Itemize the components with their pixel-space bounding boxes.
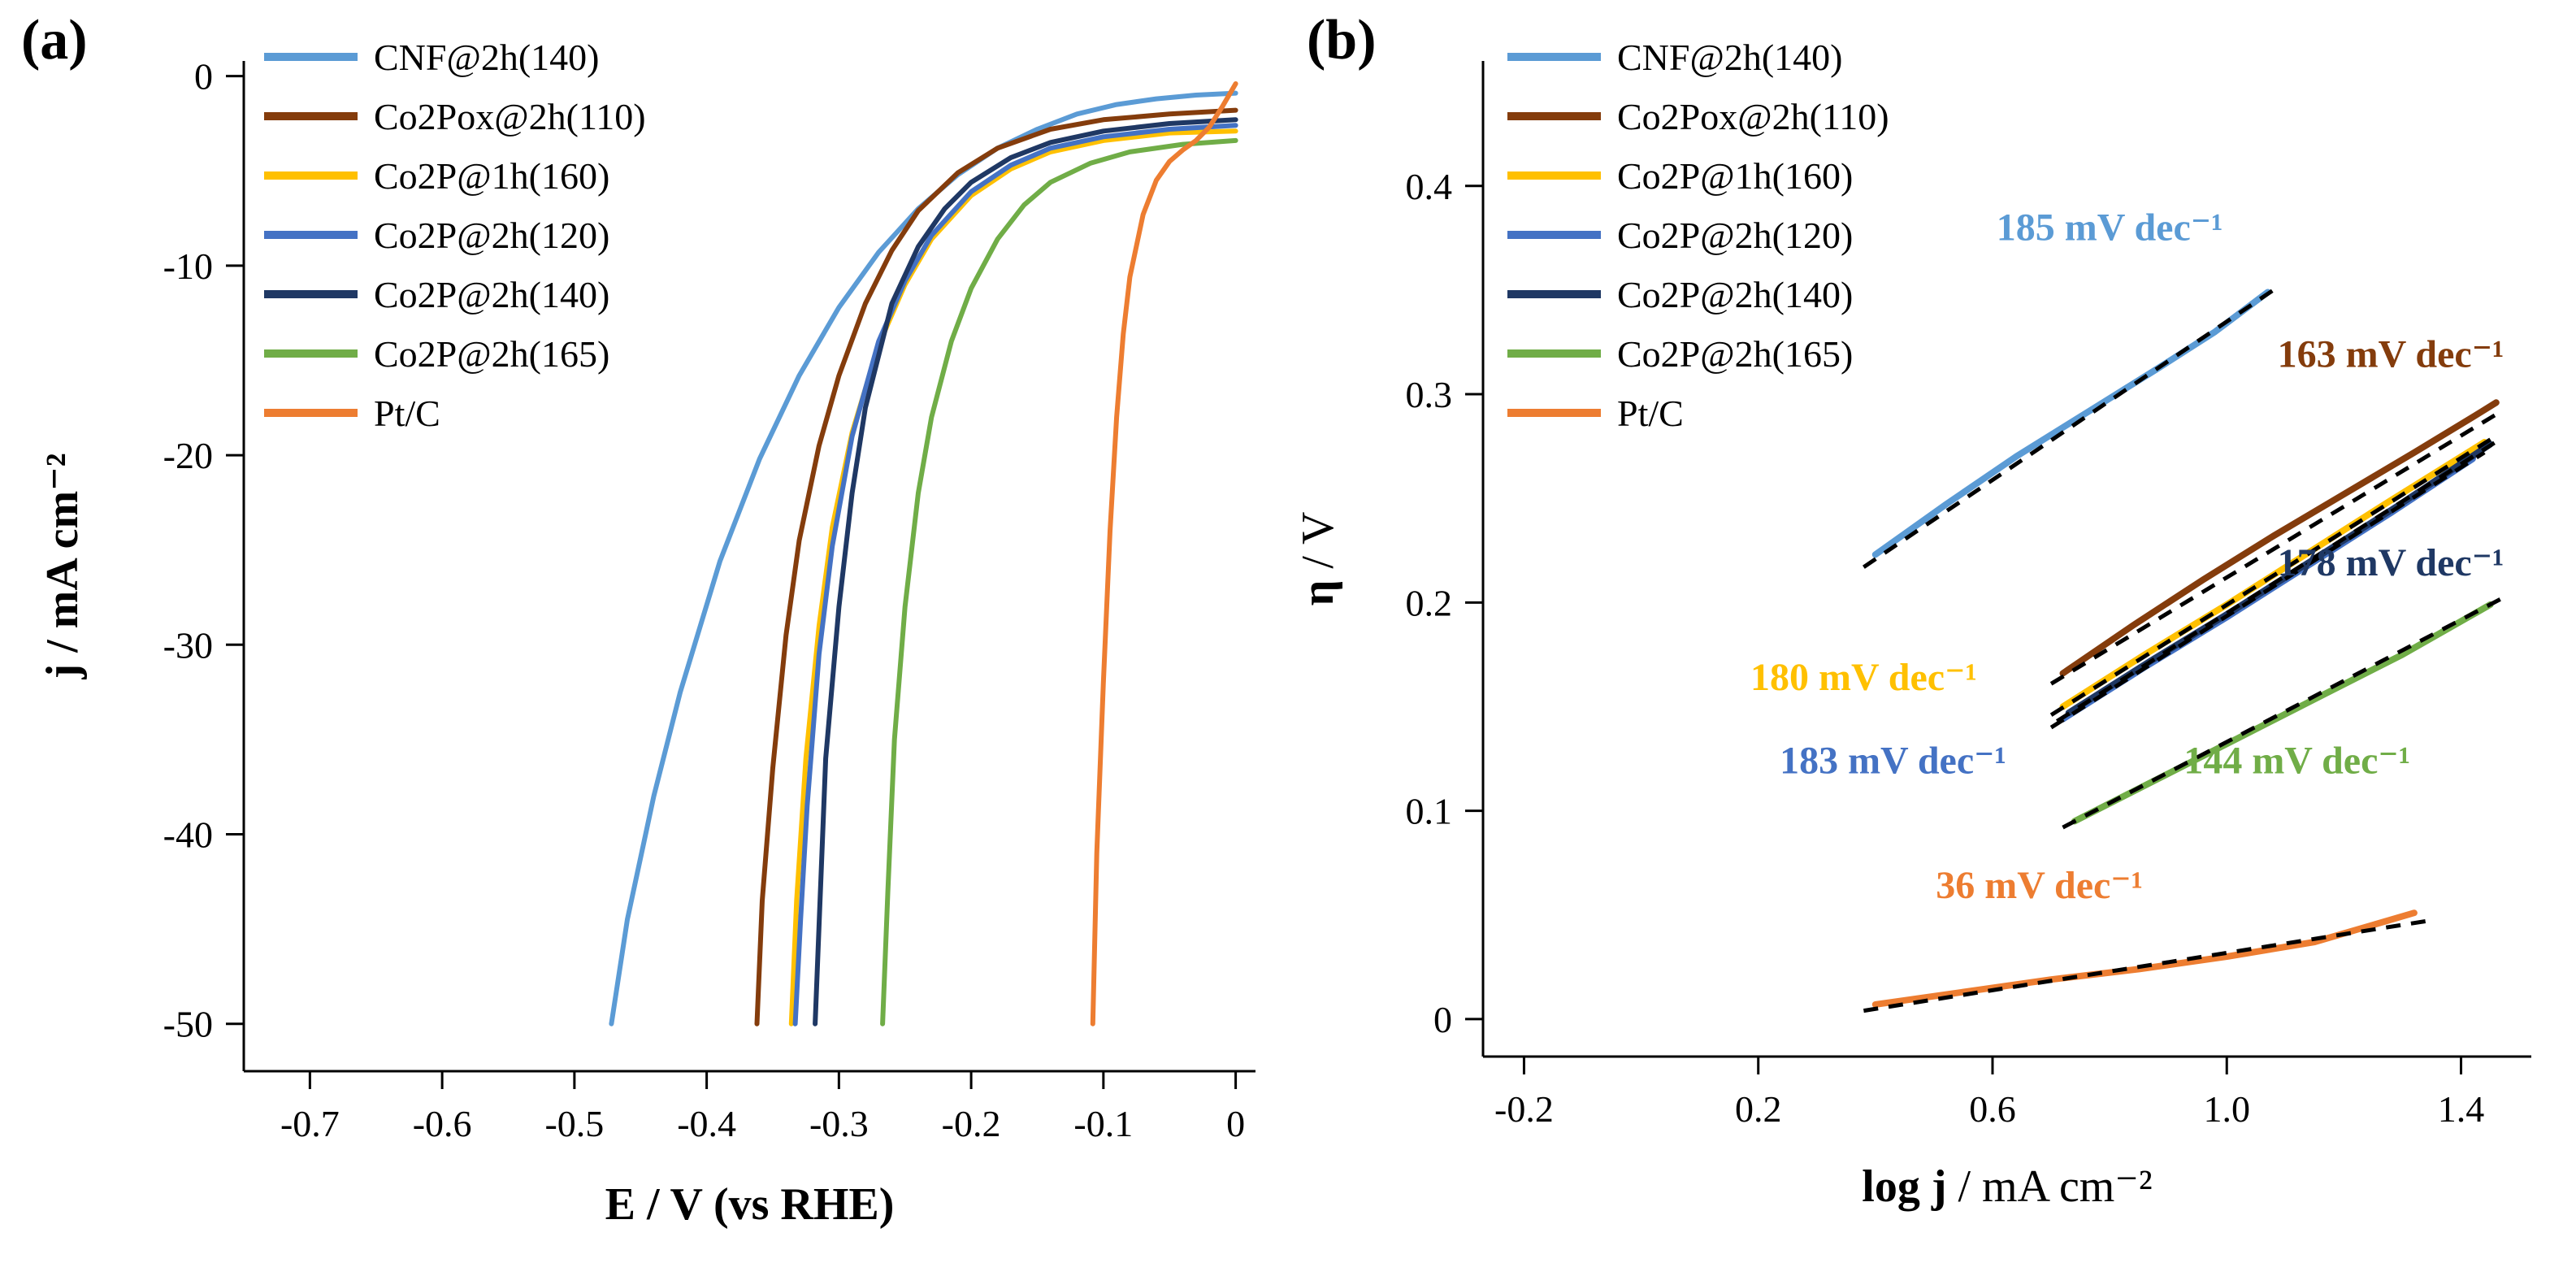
slope-label: 163 mV dec⁻¹ [2278,333,2504,376]
legend-item: Co2Pox@2h(110) [1507,96,1889,137]
y-tick-label: 0.2 [1406,582,1453,623]
panel-a-tag: (a) [21,9,88,72]
x-axis-title: E / V (vs RHE) [605,1179,895,1230]
legend-item: Co2P@2h(165) [1507,333,1853,375]
legend-label: CNF@2h(140) [1617,37,1842,78]
legend-item: CNF@2h(140) [264,37,599,78]
slope-label: 36 mV dec⁻¹ [1936,864,2143,907]
slope-label: 185 mV dec⁻¹ [1997,206,2223,249]
fit-line [2062,596,2504,830]
x-tick-label: -0.4 [677,1103,736,1144]
series-line [2059,399,2500,677]
y-axis-title: η / V [1293,512,1343,606]
legend-item: Co2P@2h(140) [264,274,609,315]
panel-a-chart: -0.7 -0.6 -0.5 -0.4 -0.3 -0.2 -0.1 0 0 -10 -20 -30 -… [37,37,1255,1230]
legend-item: CNF@2h(140) [1507,37,1842,78]
legend-label: Co2P@2h(140) [1617,274,1853,315]
legend-item: Co2P@2h(120) [1507,215,1853,256]
y-tick-label: -10 [163,245,213,287]
panel-b: (b) -0.2 0.2 0.6 1.0 1.4 0 0.1 0.2 0.3 0.4 185 mV … [1268,0,2576,1276]
x-tick-label: 0 [1226,1103,1245,1144]
x-axis-title: log j / mA cm⁻² [1862,1161,2152,1212]
fit-line [2049,409,2504,686]
legend-label: Co2P@2h(165) [374,333,609,375]
x-tick-label: 0.2 [1735,1088,1782,1130]
y-tick-label: -30 [163,624,213,666]
legend-item: Co2P@1h(160) [1507,155,1853,197]
x-tick-label: -0.5 [544,1103,604,1144]
legend-item: Co2P@1h(160) [264,155,609,197]
legend-label: Pt/C [374,393,440,434]
fit-line [2049,434,2498,717]
legend-item: Pt/C [1507,393,1684,434]
fit-line [2049,450,2486,730]
slope-label: 144 mV dec⁻¹ [2184,739,2410,782]
y-tick-label: -40 [163,814,213,855]
x-tick-label: 0.6 [1969,1088,2016,1130]
slope-label: 183 mV dec⁻¹ [1780,739,2006,782]
y-tick-label: 0.4 [1406,166,1453,207]
series-line [788,128,1238,1026]
legend-label: Co2P@2h(120) [374,215,609,256]
slope-label: 178 mV dec⁻¹ [2278,541,2504,584]
series-line [609,90,1238,1026]
legend-label: Co2P@1h(160) [374,155,609,197]
series-line [792,123,1238,1026]
fit-line [2055,436,2504,723]
x-tick-label: -0.2 [942,1103,1001,1144]
y-tick-label: 0.3 [1406,374,1453,415]
legend-item: Co2P@2h(165) [264,333,609,375]
legend-label: Co2Pox@2h(110) [1617,96,1889,137]
x-tick-label: -0.6 [413,1103,472,1144]
legend-label: CNF@2h(140) [374,37,599,78]
fit-line [1863,918,2426,1013]
legend-label: Co2P@2h(120) [1617,215,1853,256]
legend-item: Co2P@2h(140) [1507,274,1853,315]
x-tick-label: -0.3 [809,1103,869,1144]
legend-item: Co2Pox@2h(110) [264,96,646,137]
legend-label: Pt/C [1617,393,1684,434]
series-line [754,107,1238,1026]
legend-item: Pt/C [264,393,440,434]
series-line [1090,81,1238,1026]
series-line [1871,909,2418,1008]
x-tick-label: -0.1 [1073,1103,1133,1144]
series-line [880,137,1238,1026]
y-tick-label: -50 [163,1004,213,1045]
x-tick-label: -0.2 [1494,1088,1554,1130]
x-tick-label: -0.7 [280,1103,340,1144]
series-line [813,117,1238,1026]
legend-label: Co2P@2h(165) [1617,333,1853,375]
x-tick-label: 1.4 [2438,1088,2485,1130]
panel-b-chart: -0.2 0.2 0.6 1.0 1.4 0 0.1 0.2 0.3 0.4 185 mV dec⁻… [1293,37,2531,1212]
panel-a: (a) -0.7 -0.6 -0.5 -0.4 -0.3 -0.2 -0.1 0 0 -10 -20… [0,0,1268,1276]
y-tick-label: -20 [163,435,213,476]
y-tick-label: 0 [1433,999,1452,1040]
legend-label: Co2P@1h(160) [1617,155,1853,197]
y-tick-label: 0 [194,56,213,98]
fit-line [1862,284,2281,569]
y-tick-label: 0.1 [1406,791,1453,832]
panel-b-tag: (b) [1307,9,1377,72]
series-line [1871,289,2271,558]
y-axis-title: j / mA cm⁻² [37,453,88,679]
legend-label: Co2P@2h(140) [374,274,609,315]
legend-item: Co2P@2h(120) [264,215,609,256]
slope-label: 180 mV dec⁻¹ [1750,656,1977,699]
legend-label: Co2Pox@2h(110) [374,96,646,137]
x-tick-label: 1.0 [2204,1088,2251,1130]
